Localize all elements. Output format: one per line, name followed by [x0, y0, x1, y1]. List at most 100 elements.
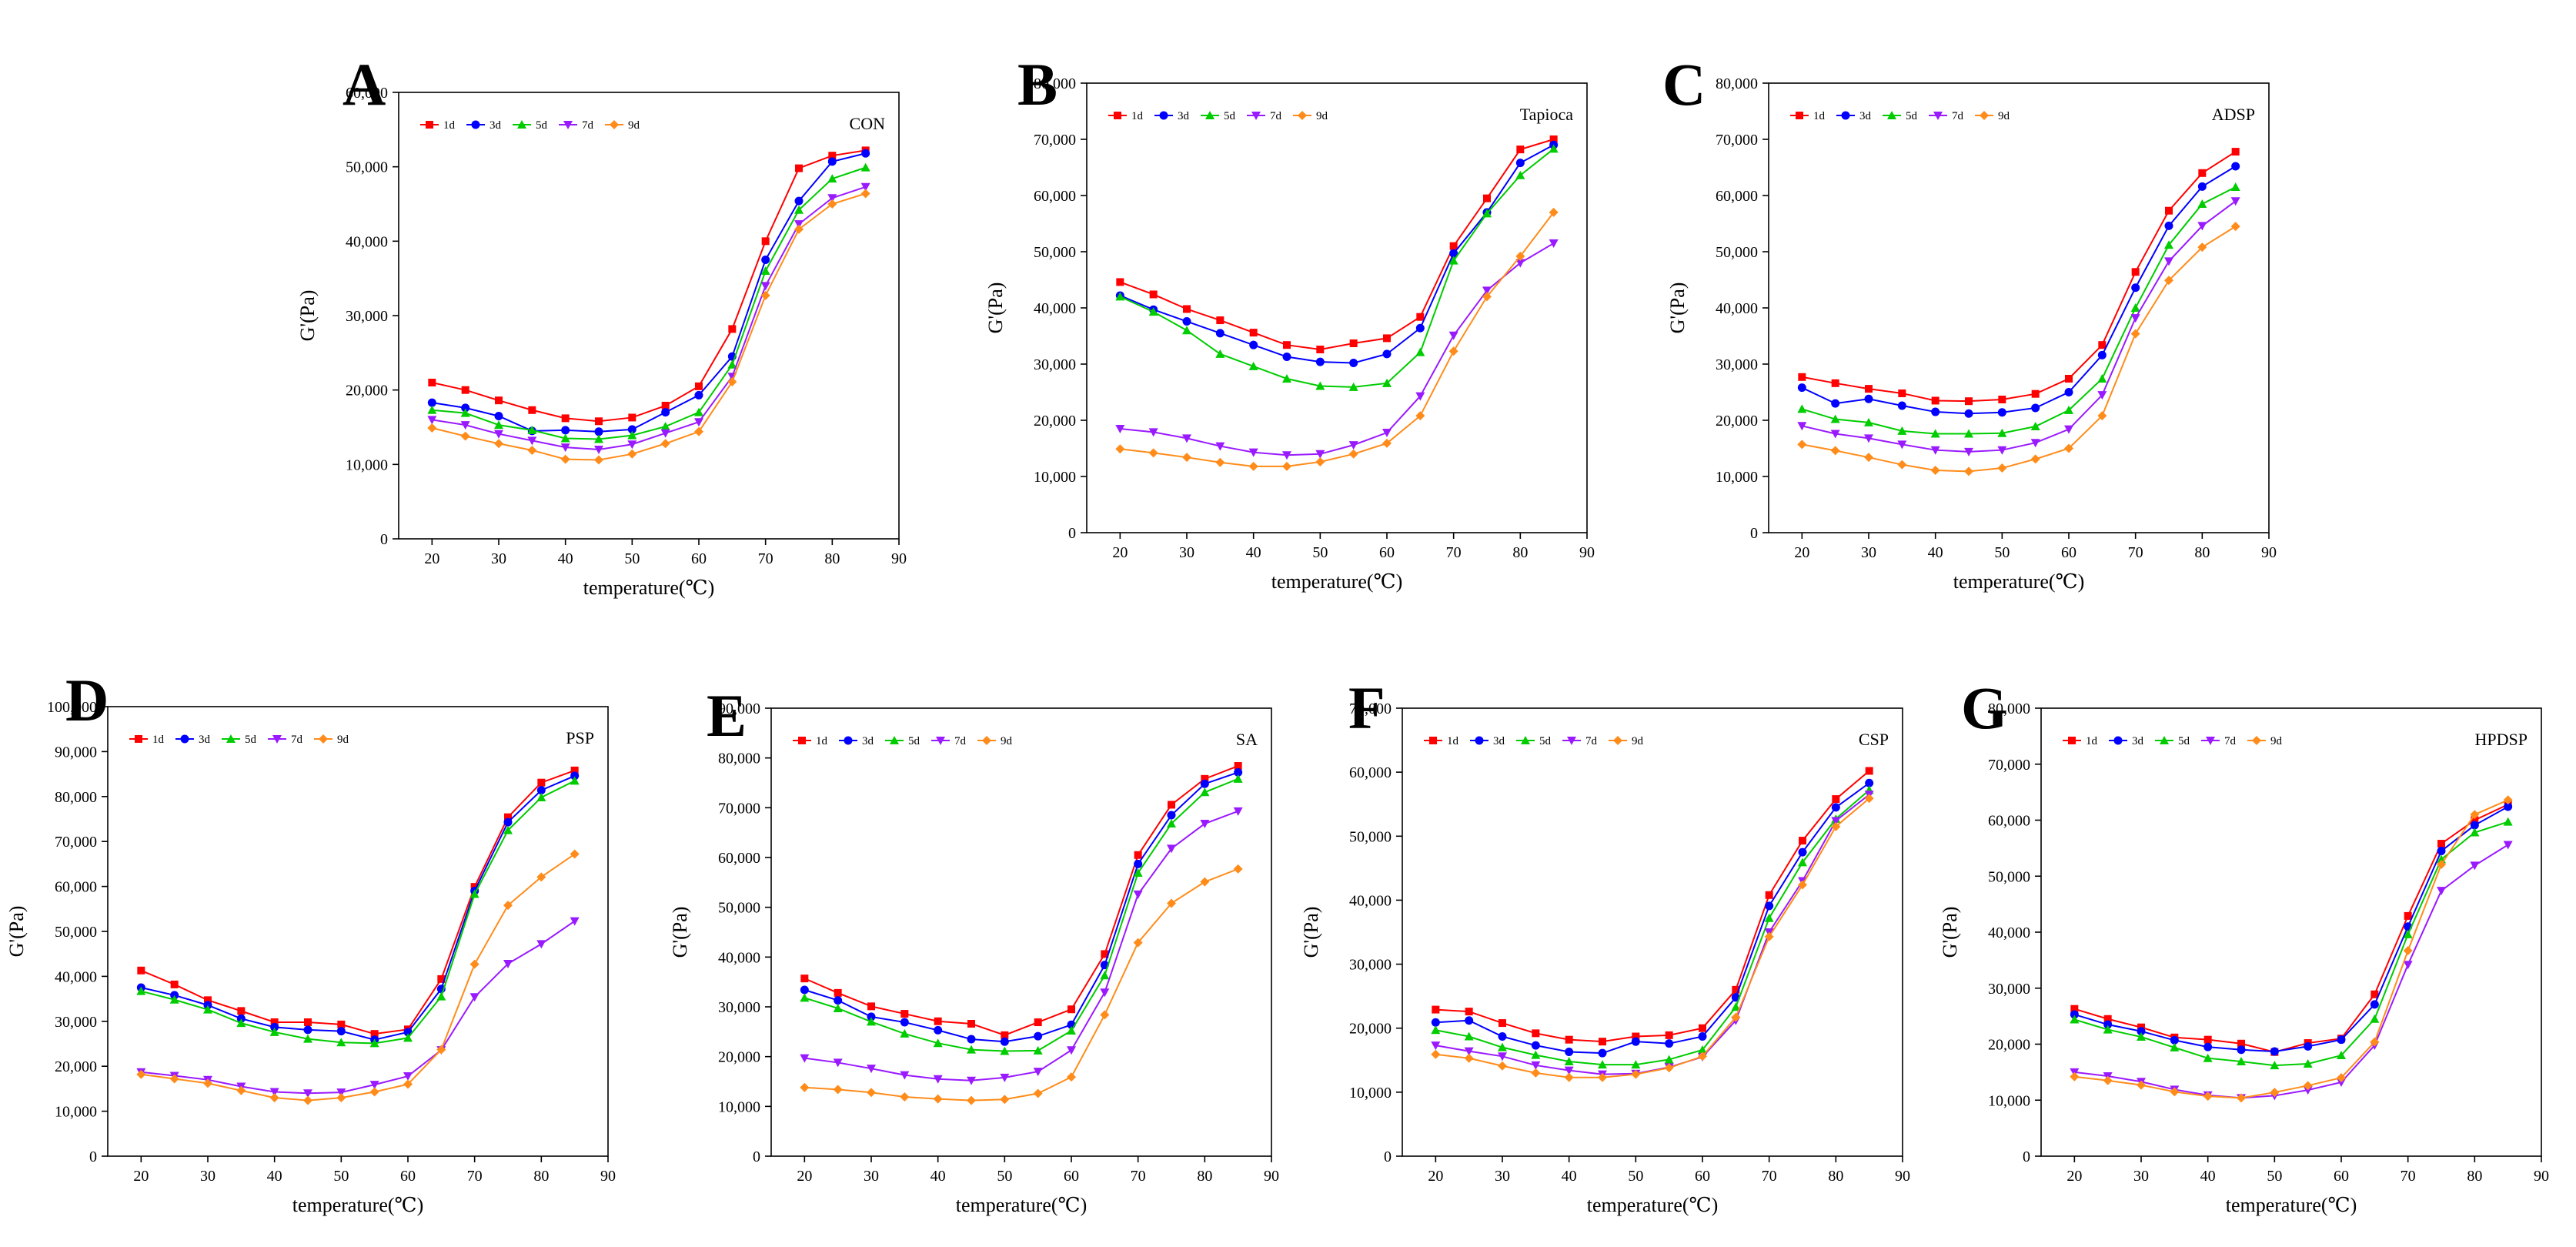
legend-label: 5d	[245, 734, 257, 746]
y-tick-label: 20,000	[718, 1049, 760, 1066]
series-line	[804, 771, 1238, 1043]
data-point	[2031, 389, 2040, 398]
data-point	[1764, 913, 1774, 922]
series-3d	[1431, 778, 1874, 1058]
y-tick-label: 70,000	[1349, 700, 1392, 717]
data-point	[1831, 399, 1840, 408]
data-point	[2064, 425, 2073, 434]
y-tick-label: 30,000	[1716, 356, 1758, 373]
series-line	[2074, 821, 2508, 1067]
y-tick-label: 0	[753, 1148, 760, 1165]
x-tick-label: 40	[558, 550, 573, 567]
data-point	[2437, 859, 2446, 869]
data-point	[1001, 1031, 1009, 1039]
x-tick-label: 60	[691, 550, 707, 567]
data-point	[494, 412, 503, 420]
data-point	[1864, 794, 1874, 804]
data-point	[2230, 197, 2240, 206]
data-point	[1797, 440, 1807, 450]
data-point	[2064, 443, 2073, 453]
data-point	[1464, 1047, 1474, 1056]
data-point	[2197, 182, 2207, 191]
data-point	[1134, 851, 1142, 859]
data-point	[269, 1093, 279, 1103]
series-1d	[2070, 801, 2512, 1056]
data-point	[436, 1045, 446, 1055]
data-point	[2170, 1087, 2180, 1097]
data-point	[794, 196, 804, 206]
x-tick-label: 30	[200, 1168, 216, 1185]
data-point	[2303, 1086, 2313, 1095]
data-point	[460, 421, 470, 430]
data-point	[1830, 414, 1840, 423]
legend: 1d 3d 5d 7d 9d	[2063, 735, 2283, 747]
data-point	[2470, 827, 2480, 837]
data-point	[900, 1028, 910, 1038]
y-axis-title: G'(Pa)	[1666, 282, 1689, 334]
series-line	[141, 775, 576, 1041]
data-point	[336, 1093, 346, 1103]
x-tick-label: 90	[1579, 544, 1595, 561]
data-point	[1133, 938, 1143, 948]
y-tick-label: 10,000	[1716, 469, 1758, 486]
data-point	[2137, 1080, 2146, 1090]
legend-marker	[2206, 737, 2215, 745]
data-point	[1216, 316, 1225, 325]
data-point	[2130, 314, 2140, 323]
data-point	[1182, 453, 1191, 463]
series-line	[804, 777, 1239, 1052]
data-point	[760, 290, 770, 300]
panel-letter: C	[1662, 51, 1706, 118]
x-tick-label: 70	[1446, 544, 1462, 561]
data-point	[269, 1027, 279, 1036]
x-tick-label: 40	[931, 1168, 946, 1185]
series-line	[804, 765, 1239, 1036]
series-7d	[427, 182, 870, 454]
data-point	[1799, 837, 1806, 845]
legend-label: 5d	[1539, 735, 1552, 747]
data-point	[1448, 256, 1458, 265]
y-tick-label: 0	[1384, 1148, 1392, 1165]
data-point	[1964, 409, 1973, 418]
data-point	[469, 889, 479, 898]
data-point	[570, 776, 580, 785]
x-tick-label: 30	[1179, 544, 1194, 561]
data-point	[834, 996, 843, 1005]
data-point	[1565, 1047, 1574, 1056]
x-tick-label: 90	[1264, 1168, 1279, 1185]
data-point	[2064, 405, 2073, 414]
legend-marker	[2160, 736, 2169, 744]
data-point	[1532, 1029, 1540, 1038]
data-point	[2337, 1051, 2346, 1060]
sample-label: SA	[1236, 730, 1258, 749]
data-point	[1382, 378, 1392, 387]
data-point	[570, 917, 580, 926]
data-point	[2230, 182, 2240, 192]
panel-letter: B	[1017, 51, 1057, 118]
data-point	[427, 405, 437, 414]
data-point	[1233, 864, 1243, 874]
data-point	[1248, 461, 1258, 471]
data-point	[1100, 988, 1110, 998]
data-point	[2237, 1045, 2246, 1055]
data-point	[1134, 859, 1143, 868]
data-point	[1248, 361, 1258, 370]
legend: 1d 3d 5d 7d 9d	[793, 735, 1013, 747]
y-tick-label: 20,000	[55, 1058, 97, 1075]
series-line	[2074, 804, 2509, 1053]
data-point	[1831, 379, 1839, 387]
data-point	[2197, 242, 2207, 252]
data-point	[795, 164, 803, 172]
y-tick-label: 70,000	[1716, 132, 1758, 149]
legend-label: 5d	[2178, 735, 2190, 747]
data-point	[1515, 251, 1525, 261]
data-point	[494, 430, 503, 439]
data-point	[1182, 317, 1191, 326]
data-point	[494, 420, 503, 430]
legend-marker	[272, 735, 282, 744]
data-point	[1798, 373, 1806, 381]
data-point	[536, 786, 546, 795]
data-point	[1233, 774, 1243, 783]
legend-label: 3d	[489, 119, 502, 132]
legend-label: 5d	[1224, 110, 1236, 122]
